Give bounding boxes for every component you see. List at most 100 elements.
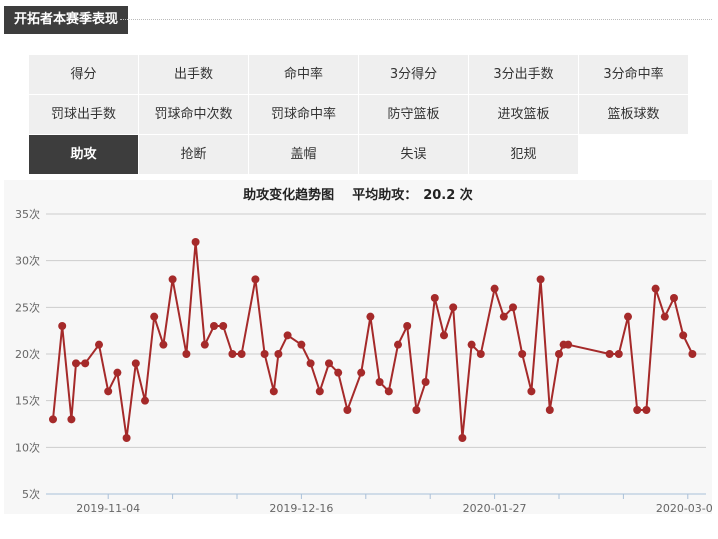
data-point (440, 331, 448, 340)
series-line (52, 241, 694, 439)
stat-tab-9[interactable]: 防守篮板 (359, 95, 468, 134)
stat-tab-12[interactable]: 助攻 (29, 135, 138, 174)
data-point (297, 340, 306, 349)
x-tick-label: 2020-01-27 (463, 502, 527, 514)
chart-title: 助攻变化趋势图 平均助攻： 20.2 次 (243, 187, 473, 203)
data-point (58, 322, 67, 330)
data-point (430, 294, 439, 302)
data-point (200, 340, 209, 349)
data-point (499, 312, 508, 321)
stat-tab-10[interactable]: 进攻篮板 (469, 95, 578, 134)
stat-tab-16[interactable]: 犯规 (469, 135, 578, 174)
data-point (412, 406, 421, 414)
average-value: 20.2 次 (423, 187, 473, 203)
stat-tab-3[interactable]: 3分得分 (359, 55, 468, 94)
data-point (325, 359, 333, 368)
data-point (104, 387, 113, 396)
stat-tab-6[interactable]: 罚球出手数 (29, 95, 138, 134)
data-point (159, 340, 168, 349)
stat-tab-11[interactable]: 篮板球数 (579, 95, 688, 134)
data-point (72, 359, 80, 368)
x-tick-label: 2019-11-04 (76, 502, 140, 514)
data-point (614, 350, 623, 358)
data-point (210, 322, 218, 330)
data-point (545, 406, 554, 414)
data-point (490, 284, 499, 293)
data-point (67, 415, 76, 424)
data-point (334, 368, 343, 377)
stat-tab-1[interactable]: 出手数 (139, 55, 248, 94)
data-point (509, 303, 517, 312)
data-point (394, 340, 402, 349)
data-point (688, 350, 697, 358)
y-tick-label: 10次 (15, 440, 40, 454)
data-point (660, 312, 669, 321)
assist-trend-chart: 助攻变化趋势图 平均助攻： 20.2 次 5次 10次 15次 20次 25次 30次 35次 20… (15, 187, 712, 514)
data-point (633, 406, 642, 414)
data-point (150, 312, 159, 321)
data-point (527, 387, 536, 396)
data-point (421, 378, 430, 386)
data-point (403, 322, 412, 330)
x-tick-label: 2019-12-16 (269, 502, 333, 514)
y-tick-label: 30次 (15, 254, 40, 268)
section-divider (120, 19, 712, 20)
stat-tab-8[interactable]: 罚球命中率 (249, 95, 358, 134)
data-point (251, 275, 260, 284)
stat-tab-4[interactable]: 3分出手数 (469, 55, 578, 94)
data-point (283, 331, 292, 340)
data-point (237, 350, 246, 358)
data-point (458, 434, 467, 442)
data-point (467, 340, 476, 349)
stat-tab-13[interactable]: 抢断 (139, 135, 248, 174)
data-point (95, 340, 103, 349)
data-point (219, 322, 228, 330)
data-point (624, 312, 632, 321)
data-point (274, 350, 283, 358)
data-point (260, 350, 269, 358)
data-point (642, 406, 651, 414)
data-point (113, 368, 122, 377)
chart-panel: 助攻变化趋势图 平均助攻： 20.2 次 5次 10次 15次 20次 25次 30次 35次 20… (4, 180, 712, 514)
average-label: 平均助攻： (352, 187, 417, 203)
chart-title-text: 助攻变化趋势图 (243, 187, 334, 203)
data-point (191, 238, 200, 246)
data-point (131, 359, 140, 368)
data-point (306, 359, 315, 368)
data-point (605, 350, 614, 358)
data-point (366, 312, 375, 321)
stat-tab-2[interactable]: 命中率 (249, 55, 358, 94)
data-point (518, 350, 527, 358)
x-tick-label: 2020-03-09 (656, 502, 712, 514)
data-point (269, 387, 278, 396)
data-point (564, 340, 573, 349)
y-tick-label: 20次 (15, 347, 40, 361)
y-tick-label: 15次 (15, 394, 40, 408)
y-tick-label: 25次 (15, 300, 40, 314)
stat-tab-14[interactable]: 盖帽 (249, 135, 358, 174)
y-tick-label: 5次 (22, 487, 40, 501)
data-point (343, 406, 352, 414)
data-point (375, 378, 384, 386)
data-point (357, 368, 366, 377)
data-point (536, 275, 545, 284)
stat-tab-15[interactable]: 失误 (359, 135, 468, 174)
data-point (670, 294, 678, 302)
data-point (182, 350, 191, 358)
data-point (679, 331, 688, 340)
section-title: 开拓者本赛季表现 (4, 6, 129, 34)
data-point (81, 359, 90, 368)
stat-tab-7[interactable]: 罚球命中次数 (139, 95, 248, 134)
data-point (49, 415, 57, 424)
data-point (141, 396, 149, 405)
data-point (168, 275, 177, 284)
data-point (651, 284, 660, 293)
data-point (555, 350, 563, 358)
data-point (122, 434, 131, 442)
data-point (384, 387, 393, 396)
y-tick-label: 35次 (15, 207, 40, 221)
stat-tab-5[interactable]: 3分命中率 (579, 55, 688, 94)
data-point (315, 387, 324, 396)
data-point (476, 350, 485, 358)
stat-tab-0[interactable]: 得分 (29, 55, 138, 94)
